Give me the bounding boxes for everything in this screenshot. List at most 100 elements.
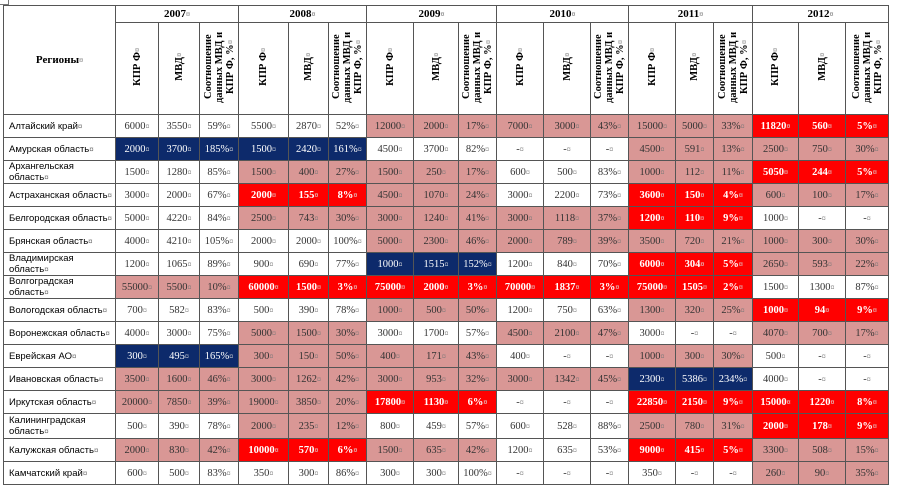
cell-mvd-2009: 635: [413, 438, 459, 462]
cell-kpr-2009: 75000: [366, 275, 414, 299]
region-name: Брянская область: [3, 229, 116, 253]
table-row: Астраханская область3000200067%20001558%…: [3, 183, 889, 207]
cell-ratio-2010: 3%: [590, 275, 629, 299]
table-row: Белгородская область5000422084%250074330…: [3, 206, 889, 230]
cell-kpr-2009: 800: [366, 413, 414, 439]
cell-kpr-2009: 4500: [366, 137, 414, 161]
cell-kpr-2012: 2500: [752, 137, 799, 161]
cell-mvd-2008: 150: [288, 344, 329, 368]
cell-kpr-2010: 600: [496, 160, 544, 184]
cell-mvd-2008: 2420: [288, 137, 329, 161]
cell-ratio-2011: -: [713, 461, 753, 485]
cell-mvd-2012: 750: [798, 137, 846, 161]
cell-mvd-2011: 150: [675, 183, 714, 207]
cell-mvd-2007: 4220: [158, 206, 200, 230]
table-row: Владимирская область1200106589%90069077%…: [3, 252, 889, 276]
cell-mvd-2008: 1500: [288, 275, 329, 299]
cell-kpr-2009: 12000: [366, 114, 414, 138]
region-name: Вологодская область: [3, 298, 116, 322]
cell-ratio-2007: 42%: [199, 438, 239, 462]
cell-ratio-2009: 43%: [458, 344, 497, 368]
cell-ratio-2007: 84%: [199, 206, 239, 230]
cell-ratio-2010: 83%: [590, 160, 629, 184]
cell-ratio-2008: 30%: [328, 321, 367, 345]
cell-ratio-2007: 78%: [199, 413, 239, 439]
cell-kpr-2010: 400: [496, 344, 544, 368]
cell-mvd-2007: 495: [158, 344, 200, 368]
cell-kpr-2007: 4000: [115, 321, 159, 345]
cell-kpr-2007: 1200: [115, 252, 159, 276]
cell-mvd-2012: 593: [798, 252, 846, 276]
cell-ratio-2008: 161%: [328, 137, 367, 161]
cell-ratio-2007: 85%: [199, 160, 239, 184]
cell-kpr-2011: 9000: [628, 438, 676, 462]
cell-kpr-2009: 1000: [366, 298, 414, 322]
header-ratio-2007: Соотношение данных МВД и КПР Ф, %: [199, 22, 239, 115]
cell-kpr-2008: 19000: [238, 390, 289, 414]
cell-mvd-2012: -: [798, 344, 846, 368]
cell-mvd-2008: 155: [288, 183, 329, 207]
cell-ratio-2012: -: [845, 206, 889, 230]
cell-mvd-2009: 300: [413, 461, 459, 485]
cell-ratio-2012: 15%: [845, 438, 889, 462]
cell-kpr-2012: 1000: [752, 206, 799, 230]
cell-kpr-2008: 500: [238, 298, 289, 322]
cell-mvd-2008: 690: [288, 252, 329, 276]
cell-ratio-2012: 22%: [845, 252, 889, 276]
cell-kpr-2008: 1500: [238, 160, 289, 184]
cell-kpr-2010: 3000: [496, 206, 544, 230]
cell-ratio-2008: 8%: [328, 183, 367, 207]
cell-mvd-2012: 560: [798, 114, 846, 138]
region-name: Волгоградская область: [3, 275, 116, 299]
region-name: Амурская область: [3, 137, 116, 161]
cell-mvd-2007: 3000: [158, 321, 200, 345]
cell-mvd-2010: 1118: [543, 206, 591, 230]
cell-kpr-2012: 2000: [752, 413, 799, 439]
cell-ratio-2010: -: [590, 461, 629, 485]
cell-mvd-2011: 780: [675, 413, 714, 439]
cell-kpr-2012: 4070: [752, 321, 799, 345]
header-year-2011: 2011: [628, 5, 753, 23]
cell-kpr-2009: 3000: [366, 206, 414, 230]
cell-kpr-2011: 4500: [628, 137, 676, 161]
cell-kpr-2009: 300: [366, 461, 414, 485]
cell-kpr-2010: 1200: [496, 252, 544, 276]
cell-ratio-2012: 9%: [845, 298, 889, 322]
region-name: Астраханская область: [3, 183, 116, 207]
cell-kpr-2010: 3000: [496, 183, 544, 207]
table-row: Алтайский край6000355059%5500287052%1200…: [3, 114, 889, 138]
cell-kpr-2008: 2500: [238, 206, 289, 230]
cell-kpr-2007: 55000: [115, 275, 159, 299]
cell-ratio-2010: 73%: [590, 183, 629, 207]
cell-ratio-2008: 77%: [328, 252, 367, 276]
cell-mvd-2010: -: [543, 137, 591, 161]
cell-mvd-2010: 500: [543, 160, 591, 184]
cell-ratio-2007: 75%: [199, 321, 239, 345]
cell-mvd-2010: -: [543, 344, 591, 368]
cell-kpr-2010: 1200: [496, 298, 544, 322]
cell-ratio-2010: 47%: [590, 321, 629, 345]
header-ratio-2008: Соотношение данных МВД и КПР Ф, %: [328, 22, 367, 115]
table-row: Вологодская область70058283%50039078%100…: [3, 298, 889, 322]
table-row: Еврейская АО300495165%30015050%40017143%…: [3, 344, 889, 368]
table-row: Воронежская область4000300075%5000150030…: [3, 321, 889, 345]
cell-mvd-2009: 1240: [413, 206, 459, 230]
cell-kpr-2011: 75000: [628, 275, 676, 299]
cell-kpr-2009: 400: [366, 344, 414, 368]
cell-ratio-2010: 39%: [590, 229, 629, 253]
cell-ratio-2007: 105%: [199, 229, 239, 253]
cell-kpr-2011: 2500: [628, 413, 676, 439]
cell-mvd-2010: 3000: [543, 114, 591, 138]
cell-mvd-2010: 2100: [543, 321, 591, 345]
cell-mvd-2011: 320: [675, 298, 714, 322]
table-row: Ивановская область3500160046%3000126242%…: [3, 367, 889, 391]
cell-mvd-2011: 2150: [675, 390, 714, 414]
cell-kpr-2007: 3500: [115, 367, 159, 391]
cell-mvd-2010: 750: [543, 298, 591, 322]
cell-kpr-2010: 4500: [496, 321, 544, 345]
cell-mvd-2010: 635: [543, 438, 591, 462]
cell-ratio-2007: 10%: [199, 275, 239, 299]
header-ratio-2009: Соотношение данных МВД и КПР Ф, %: [458, 22, 497, 115]
cell-kpr-2007: 6000: [115, 114, 159, 138]
cell-ratio-2008: 27%: [328, 160, 367, 184]
